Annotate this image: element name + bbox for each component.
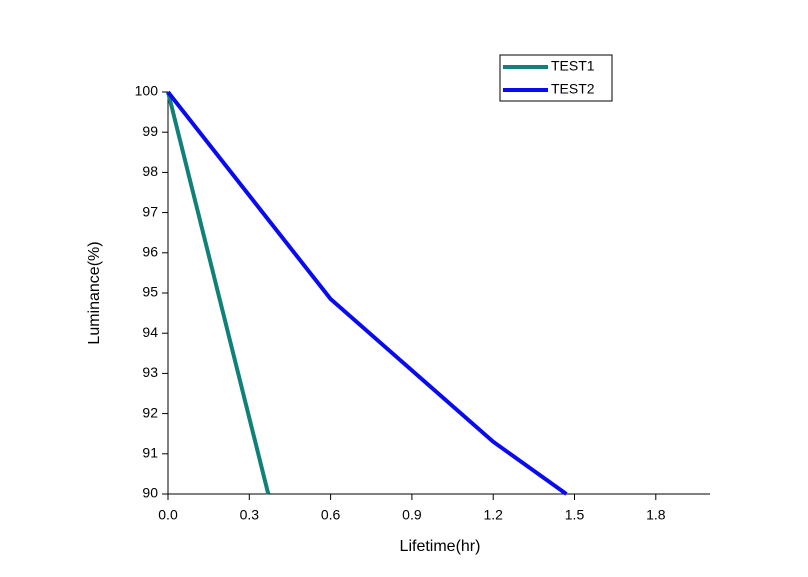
y-tick-label: 100 [135, 83, 159, 99]
series-line [166, 91, 271, 495]
y-tick-label: 94 [142, 324, 158, 340]
legend-label: TEST1 [551, 58, 595, 74]
y-tick-label: 96 [142, 244, 158, 260]
x-tick-label: 0.3 [240, 507, 260, 523]
y-tick-label: 98 [142, 163, 158, 179]
y-tick-label: 90 [142, 485, 158, 501]
x-tick-label: 0.6 [321, 507, 341, 523]
x-tick-label: 0.0 [158, 507, 178, 523]
x-tick-label: 1.2 [483, 507, 503, 523]
legend-label: TEST2 [551, 81, 595, 97]
y-tick-label: 97 [142, 203, 158, 219]
y-tick-label: 99 [142, 123, 158, 139]
x-tick-label: 0.9 [402, 507, 422, 523]
y-tick-label: 91 [142, 445, 158, 461]
y-axis-label: Luminance(%) [86, 241, 103, 344]
y-tick-label: 95 [142, 284, 158, 300]
y-tick-label: 93 [142, 364, 158, 380]
x-tick-label: 1.5 [565, 507, 585, 523]
series-line [166, 90, 568, 496]
x-axis-label: Lifetime(hr) [400, 538, 481, 555]
x-tick-label: 1.8 [646, 507, 666, 523]
y-tick-label: 92 [142, 404, 158, 420]
legend-box [499, 54, 613, 102]
